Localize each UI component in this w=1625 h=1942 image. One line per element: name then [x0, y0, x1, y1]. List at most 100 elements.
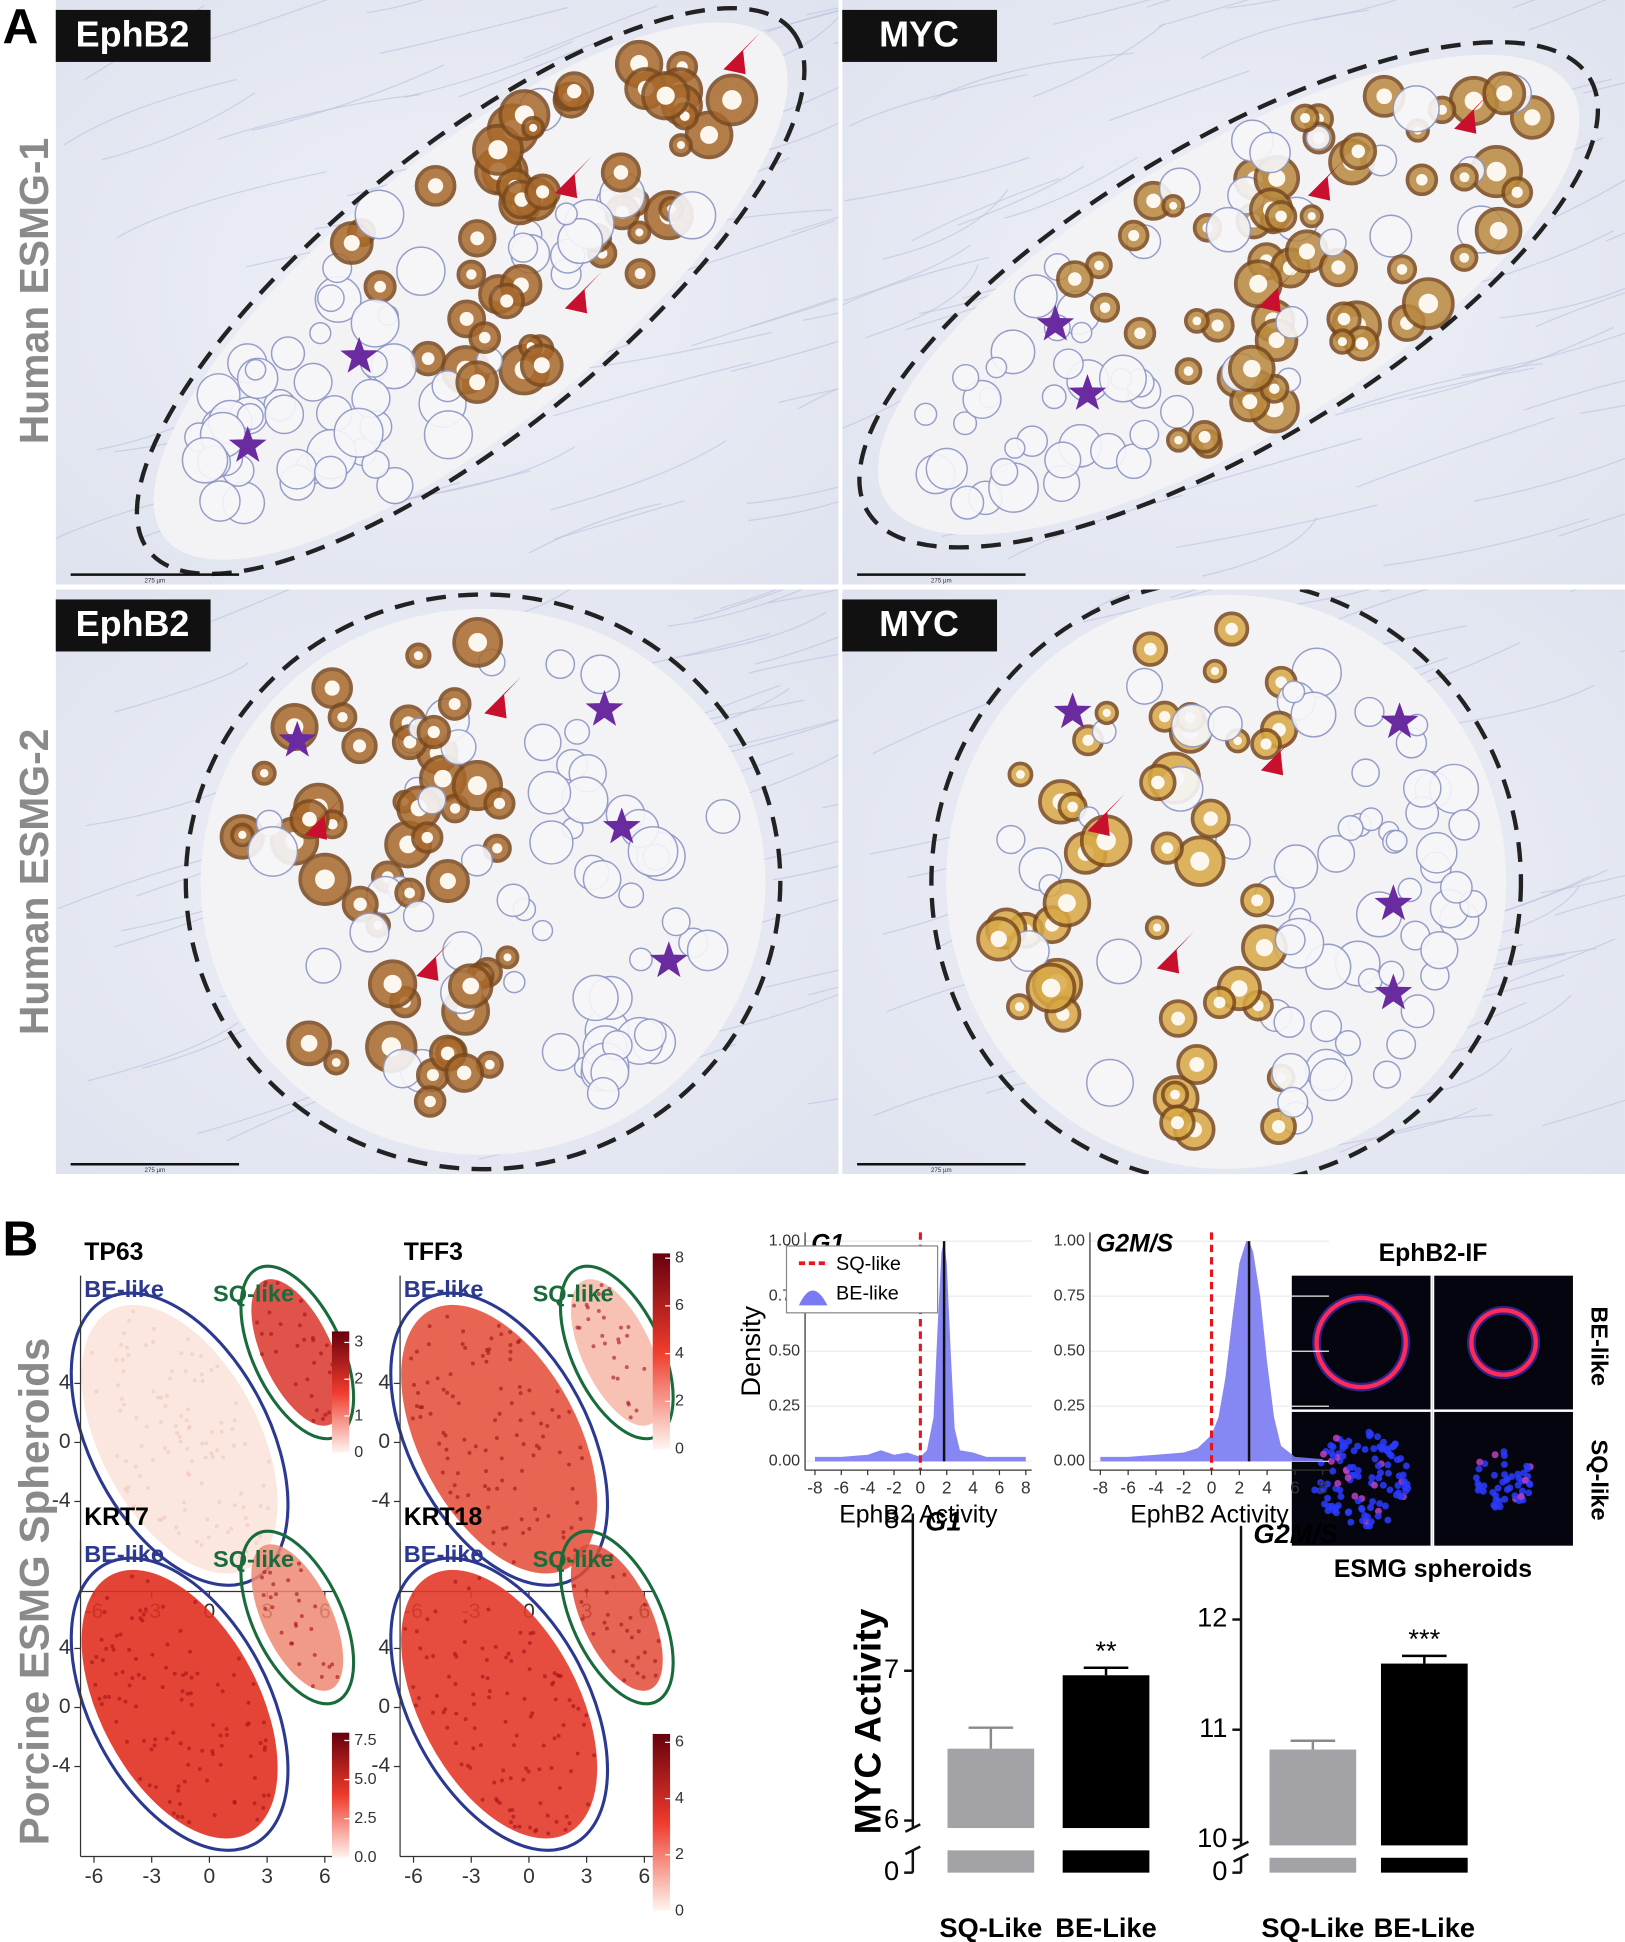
cell-dot	[424, 1655, 429, 1660]
cell-dot	[130, 1574, 135, 1579]
if-nuclei	[1367, 1504, 1374, 1511]
cell-dot	[428, 1411, 433, 1416]
x-tick-label: 6	[995, 1477, 1005, 1497]
group-label: BE-like	[84, 1276, 164, 1302]
cell-dot	[90, 1660, 94, 1665]
bar	[1269, 1857, 1357, 1873]
cell-dot	[290, 1641, 295, 1646]
fiber	[552, 361, 751, 417]
cell-dot	[508, 1343, 513, 1348]
cell-dot	[530, 1711, 535, 1716]
fiber	[778, 388, 839, 404]
cell-dot	[134, 1704, 138, 1709]
cell-dot	[132, 1504, 137, 1509]
cell-dot	[527, 1667, 532, 1672]
cell-dot	[263, 1280, 268, 1285]
cell-dot	[514, 1733, 519, 1738]
gland	[1098, 354, 1147, 403]
star	[602, 807, 641, 844]
if-nuclei	[1501, 1471, 1509, 1479]
cell-dot	[263, 1738, 268, 1743]
gland	[541, 1032, 580, 1072]
if-nuclei	[1376, 1443, 1384, 1451]
fiber	[1146, 0, 1172, 8]
cell-dot	[319, 1351, 323, 1356]
cell-dot	[524, 1766, 529, 1771]
cell-dot	[516, 1340, 520, 1345]
gland	[545, 649, 576, 680]
gland	[244, 358, 267, 381]
cell-dot	[130, 1616, 135, 1621]
x-tick-label: -8	[807, 1477, 822, 1497]
cell-dot	[506, 1651, 511, 1656]
cell-dot	[144, 1343, 148, 1348]
if-nuclei	[1376, 1500, 1384, 1508]
cell-dot	[414, 1404, 419, 1409]
gene-title: KRT18	[404, 1504, 483, 1531]
stain-label: EphB2	[76, 603, 190, 644]
cell-dot	[261, 1593, 266, 1598]
if-nuclei	[1511, 1492, 1519, 1500]
cell-dot	[151, 1326, 156, 1331]
cell-dot	[577, 1325, 582, 1330]
cell-dot	[205, 1778, 210, 1783]
gland	[333, 407, 384, 458]
cell-dot	[299, 1298, 304, 1303]
cell-dot	[550, 1682, 555, 1687]
cell-dot	[533, 1507, 538, 1512]
micrograph-content: 275 µm	[842, 589, 1625, 1175]
fiber	[693, 589, 785, 620]
lumen	[1128, 229, 1140, 242]
cell-dot	[279, 1630, 284, 1635]
stain-label: EphB2	[76, 14, 190, 55]
cell-dot	[139, 1444, 144, 1449]
density-plot: 0.00 0.25 0.50 0.75 1.00 -8 -6 -4 -2 0 2 4 6 8 G2M/S Ep…	[1054, 1230, 1329, 1528]
cell-dot	[445, 1725, 450, 1730]
cell-dot	[653, 1659, 658, 1664]
cell-dot	[286, 1578, 291, 1583]
gland	[1402, 769, 1442, 808]
lumen	[488, 140, 508, 160]
fiber	[865, 264, 979, 339]
density-plot: 0.000.250.500.751.00-8 -6 -4 -2 0 2 4 6 8G1EphB2…	[735, 1230, 1032, 1528]
lumen	[1396, 264, 1408, 275]
cell-dot	[463, 1619, 468, 1624]
cell-dot	[433, 1609, 438, 1614]
fiber	[1339, 1114, 1493, 1153]
colorbar-tick-label: 0	[354, 1443, 363, 1461]
bar	[1269, 1749, 1357, 1846]
cell-dot	[183, 1369, 188, 1374]
cell-dot	[626, 1325, 631, 1329]
cell-dot	[125, 1345, 130, 1350]
y-tick-label: 6	[884, 1803, 899, 1834]
cell-dot	[330, 1662, 335, 1667]
row-label: Porcine ESMG Spheroids	[10, 1338, 57, 1846]
cell-dot	[642, 1366, 647, 1371]
if-nuclei	[1393, 1456, 1401, 1464]
lumen	[462, 977, 480, 995]
if-nuclei	[1499, 1478, 1507, 1486]
gland	[496, 883, 531, 918]
cell-dot	[584, 1713, 589, 1718]
gland	[627, 825, 679, 877]
fiber	[1175, 504, 1378, 549]
cell-dot	[630, 1663, 635, 1668]
lumen	[1298, 243, 1315, 260]
gland	[914, 402, 938, 426]
lumen	[404, 887, 415, 899]
cell-dot	[416, 1696, 421, 1701]
cell-dot	[615, 1376, 620, 1381]
cell-dot	[498, 1386, 503, 1391]
fiber	[1558, 513, 1625, 537]
cell-dot	[151, 1389, 156, 1394]
gland	[985, 356, 1008, 379]
cell-dot	[501, 1768, 506, 1773]
cell-dot	[414, 1349, 419, 1354]
x-tick-label: 2	[942, 1477, 952, 1497]
lumen	[1170, 1116, 1184, 1130]
colorbar-tick-label: 4	[675, 1344, 684, 1362]
if-title: EphB2-IF	[1379, 1240, 1488, 1267]
cell-dot	[510, 1808, 515, 1812]
if-nuclei	[1354, 1472, 1362, 1480]
